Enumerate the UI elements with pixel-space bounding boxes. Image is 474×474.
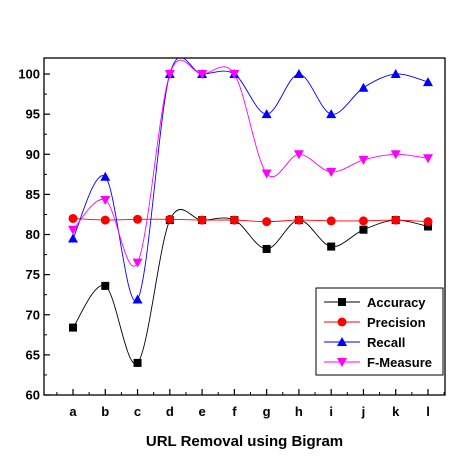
y-tick-label-2: 70	[26, 307, 40, 322]
data-point-0-2	[133, 358, 142, 367]
data-point-3-7	[293, 150, 304, 160]
series-line-3	[72, 59, 429, 267]
data-point-3-4	[197, 70, 208, 80]
x-tick-label-6: g	[263, 404, 271, 419]
plot-frame	[43, 57, 446, 396]
data-point-3-8	[326, 167, 337, 177]
data-point-2-10	[390, 69, 401, 79]
x-tick-label-9: j	[361, 404, 366, 419]
data-point-1-10	[391, 215, 401, 225]
legend-label-3: F-Measure	[367, 355, 432, 370]
data-point-3-5	[229, 70, 240, 80]
data-point-1-2	[133, 214, 143, 224]
x-tick-label-7: h	[295, 404, 303, 419]
y-tick-label-0: 60	[26, 388, 40, 403]
data-point-1-8	[326, 216, 336, 226]
x-tick-label-3: d	[166, 404, 174, 419]
x-axis-title: URL Removal using Bigram	[146, 433, 343, 450]
data-point-0-6	[262, 244, 271, 253]
data-point-3-0	[68, 225, 78, 235]
x-tick-label-11: l	[426, 404, 430, 419]
legend-marker-3	[337, 358, 347, 367]
x-tick-label-8: i	[329, 404, 333, 419]
x-tick-label-2: c	[134, 404, 141, 419]
data-point-2-8	[326, 109, 337, 119]
y-tick-label-6: 90	[26, 147, 40, 162]
series-markers	[68, 69, 433, 367]
data-point-2-7	[293, 69, 304, 79]
data-point-1-0	[68, 213, 78, 223]
data-point-2-2	[132, 294, 143, 304]
series-line-2	[72, 58, 429, 302]
data-point-0-1	[101, 281, 110, 290]
data-point-1-7	[294, 215, 304, 225]
data-point-1-6	[262, 217, 272, 227]
legend-marker-0	[338, 298, 346, 306]
data-point-0-8	[327, 242, 336, 251]
data-point-0-11	[424, 222, 432, 231]
y-tick-label-5: 85	[26, 187, 40, 202]
x-tick-label-10: k	[392, 404, 400, 419]
x-tick-label-0: a	[69, 404, 77, 419]
y-axis: 60 65 70 75 80 85 90 95 100	[18, 67, 50, 403]
data-point-1-1	[100, 215, 110, 225]
y-tick-label-8: 100	[18, 67, 40, 82]
y-tick-label-7: 95	[26, 107, 40, 122]
x-tick-label-1: b	[101, 404, 109, 419]
legend-label-1: Precision	[367, 315, 426, 330]
data-point-3-11	[423, 154, 433, 164]
data-point-2-9	[358, 82, 369, 92]
data-point-0-9	[359, 225, 368, 234]
x-tick-label-5: f	[232, 404, 237, 419]
y-tick-label-3: 75	[26, 267, 40, 282]
data-point-1-11	[423, 217, 433, 227]
legend-marker-2	[337, 337, 347, 346]
y-tick-label-4: 80	[26, 227, 40, 242]
data-point-3-2	[132, 258, 143, 268]
data-point-2-0	[68, 233, 78, 243]
legend-label-0: Accuracy	[367, 295, 426, 310]
series-line-1	[72, 218, 429, 223]
legend: Accuracy Precision Recall F-Measure	[315, 287, 444, 376]
data-point-3-1	[100, 196, 111, 206]
x-tick-label-4: e	[198, 404, 205, 419]
plot-layer	[68, 58, 433, 367]
legend-label-2: Recall	[367, 335, 405, 350]
data-point-1-9	[358, 216, 368, 226]
data-point-2-11	[423, 77, 433, 87]
data-point-3-6	[261, 169, 272, 179]
data-point-3-3	[164, 70, 175, 80]
data-point-1-4	[197, 215, 207, 225]
legend-marker-1	[337, 317, 347, 327]
y-tick-label-1: 65	[26, 347, 40, 362]
data-point-2-6	[261, 109, 272, 119]
data-point-0-0	[69, 323, 77, 332]
data-point-3-9	[358, 155, 369, 165]
data-point-1-5	[229, 215, 239, 225]
data-point-1-3	[165, 214, 175, 224]
x-axis: a b c d e f g h i j k l	[56, 389, 445, 419]
data-point-3-10	[390, 150, 401, 160]
data-point-2-1	[100, 171, 111, 181]
